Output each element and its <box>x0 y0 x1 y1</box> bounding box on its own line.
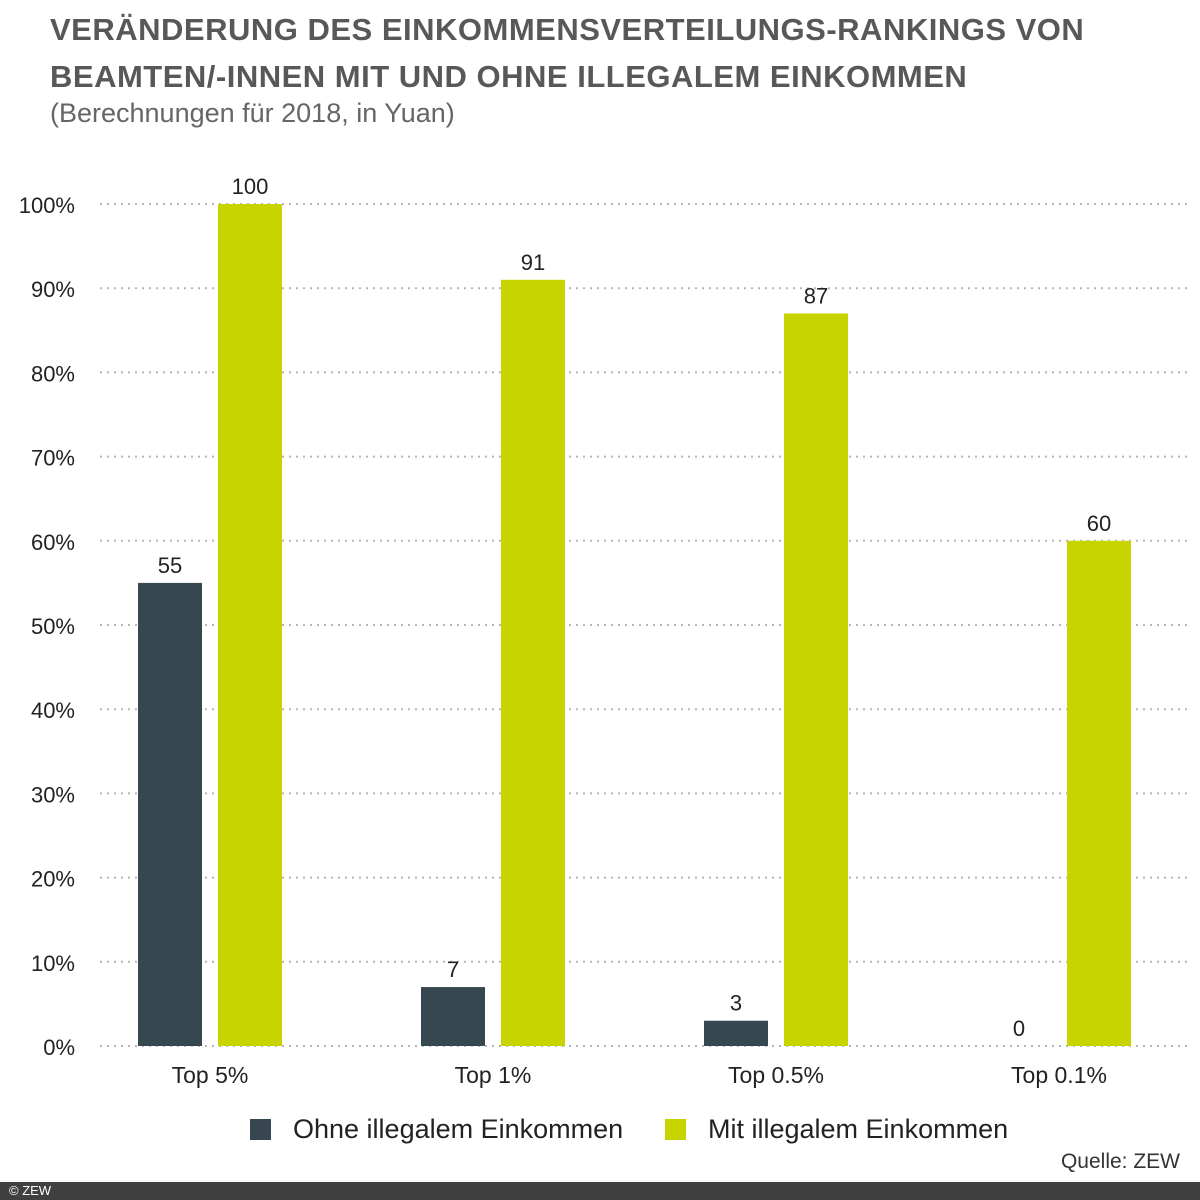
chart-subtitle: (Berechnungen für 2018, in Yuan) <box>50 98 455 128</box>
legend-label-ohne: Ohne illegalem Einkommen <box>293 1114 624 1144</box>
bar <box>421 987 485 1046</box>
x-tick-label: Top 5% <box>172 1062 249 1088</box>
title-line-2: BEAMTEN/-INNEN MIT UND OHNE ILLEGALEM EI… <box>50 59 968 94</box>
bar <box>138 582 202 1046</box>
y-tick-label: 100% <box>19 193 75 218</box>
y-tick-label: 50% <box>31 614 75 639</box>
data-label: 60 <box>1087 511 1111 536</box>
y-tick-label: 90% <box>31 277 75 302</box>
y-tick-label: 30% <box>31 782 75 807</box>
title-line-1: VERÄNDERUNG DES EINKOMMENSVERTEILUNGS-RA… <box>50 12 1085 47</box>
legend-item-ohne: Ohne illegalem Einkommen <box>250 1114 623 1145</box>
data-label: 55 <box>158 553 182 578</box>
data-label: 7 <box>447 957 459 982</box>
legend-item-mit: Mit illegalem Einkommen <box>665 1114 1008 1145</box>
data-label: 0 <box>1013 1016 1025 1041</box>
y-tick-label: 40% <box>31 698 75 723</box>
data-label: 91 <box>521 250 545 275</box>
footer-copyright: © ZEW <box>0 1182 1200 1200</box>
bar <box>704 1020 768 1046</box>
legend-label-mit: Mit illegalem Einkommen <box>708 1114 1009 1144</box>
bar <box>501 279 565 1046</box>
x-tick-label: Top 0.1% <box>1011 1062 1107 1088</box>
data-label: 87 <box>804 283 828 308</box>
y-tick-label: 70% <box>31 446 75 471</box>
chart-title: VERÄNDERUNG DES EINKOMMENSVERTEILUNGS-RA… <box>50 6 1084 100</box>
y-tick-label: 0% <box>43 1035 75 1060</box>
source-note: Quelle: ZEW <box>1060 1150 1180 1173</box>
bar <box>784 313 848 1047</box>
bar <box>218 204 282 1046</box>
y-tick-label: 10% <box>31 951 75 976</box>
legend-swatch-mit <box>665 1119 686 1140</box>
data-label: 3 <box>730 991 742 1016</box>
x-tick-label: Top 1% <box>455 1062 532 1088</box>
y-tick-label: 80% <box>31 361 75 386</box>
legend-swatch-ohne <box>250 1119 271 1140</box>
data-label: 100 <box>232 174 269 199</box>
bar <box>1067 540 1131 1046</box>
y-tick-label: 20% <box>31 867 75 892</box>
x-tick-label: Top 0.5% <box>728 1062 824 1088</box>
y-tick-label: 60% <box>31 530 75 555</box>
